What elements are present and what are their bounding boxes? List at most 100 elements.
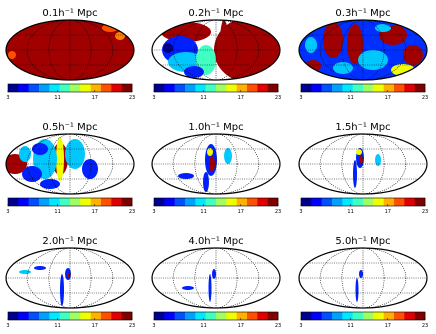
colorbar-tick-label: 17 <box>92 323 98 329</box>
colorbar-cell <box>321 198 333 206</box>
colorbar-cell <box>373 312 384 320</box>
panel-title: 1.0h⁻¹ Mpc <box>188 122 243 133</box>
colorbar-tick-label: 17 <box>385 95 391 101</box>
colorbar-tick-label: 23 <box>275 95 281 101</box>
colorbar-cell <box>267 198 279 206</box>
colorbar-cell <box>257 84 268 92</box>
colorbar-tick-label: 11 <box>54 323 60 329</box>
colorbar-tick-label: 3 <box>299 209 302 215</box>
colorbar-cell <box>321 84 333 92</box>
colorbar-cell <box>101 312 112 320</box>
colorbar-cell <box>373 198 384 206</box>
colorbar-tick-label: 11 <box>347 95 353 101</box>
map-region <box>403 45 423 65</box>
colorbar-cell <box>216 84 227 92</box>
colorbar-cell <box>28 312 40 320</box>
colorbar-cell <box>111 312 122 320</box>
colorbar-cell <box>185 84 196 92</box>
colorbar-tick-label: 17 <box>92 95 98 101</box>
map-outline <box>5 247 135 309</box>
map-region <box>22 166 42 182</box>
colorbar-cell <box>195 84 206 92</box>
colorbar-tick-label: 17 <box>238 323 244 329</box>
colorbar-cell <box>267 84 279 92</box>
colorbar-cell <box>111 198 122 206</box>
colorbar-cell <box>70 84 81 92</box>
map-region <box>163 43 173 53</box>
map-region <box>178 173 194 179</box>
colorbar-cell <box>195 198 206 206</box>
colorbar-cell <box>28 198 40 206</box>
map-region <box>67 273 71 277</box>
colorbar-cell <box>414 312 426 320</box>
map-region <box>359 156 363 164</box>
colorbar-cell <box>301 312 312 320</box>
colorbar-cell <box>49 198 60 206</box>
colorbar-cell <box>18 84 29 92</box>
colorbar-tick-label: 17 <box>385 209 391 215</box>
map-region <box>347 24 363 64</box>
colorbar-tick-label: 23 <box>129 323 135 329</box>
colorbar-cell <box>49 312 60 320</box>
panel: 5.0h⁻¹ Mpc 3 11 17 23 <box>298 236 428 329</box>
colorbar-cell <box>311 84 322 92</box>
colorbar-cell <box>216 312 227 320</box>
colorbar-cell <box>154 312 165 320</box>
panel-title: 4.0h⁻¹ Mpc <box>188 236 243 247</box>
map-region <box>305 37 317 53</box>
colorbar-cell <box>363 84 374 92</box>
panel: 2.0h⁻¹ Mpc 3 11 17 23 <box>5 236 135 329</box>
colorbar-cell <box>59 198 71 206</box>
map-region <box>196 45 216 75</box>
colorbar-cell <box>363 312 374 320</box>
colorbar-cell <box>342 312 353 320</box>
panel-title: 1.5h⁻¹ Mpc <box>335 122 390 133</box>
map-region <box>333 62 353 74</box>
colorbar-cell <box>257 312 268 320</box>
colorbar-cell <box>101 198 112 206</box>
colorbar-cell <box>236 84 248 92</box>
colorbar-cell <box>267 312 279 320</box>
panel-title: 0.3h⁻¹ Mpc <box>335 8 390 19</box>
map-region <box>184 66 204 78</box>
colorbar-cell <box>195 312 206 320</box>
colorbar-tick-label: 23 <box>129 209 135 215</box>
map-outline <box>298 19 428 81</box>
colorbar-cell <box>154 198 165 206</box>
colorbar-tick-label: 11 <box>54 209 60 215</box>
map-outline <box>151 133 281 195</box>
colorbar-cell <box>352 84 364 92</box>
map-outline <box>298 247 428 309</box>
colorbar-frame <box>300 83 426 93</box>
colorbar-cell <box>39 312 50 320</box>
map-region <box>207 148 213 156</box>
colorbar-cell <box>174 84 186 92</box>
colorbar-tick-label: 11 <box>200 323 206 329</box>
map-region <box>65 139 85 169</box>
map-region <box>115 32 125 40</box>
map-region <box>212 269 216 279</box>
colorbar-cell <box>226 312 237 320</box>
colorbar-cell <box>226 198 237 206</box>
colorbar-tick-label: 23 <box>129 95 135 101</box>
colorbar-cell <box>311 312 322 320</box>
colorbar-tick-label: 23 <box>422 209 428 215</box>
colorbar-cell <box>101 84 112 92</box>
map-region <box>203 172 209 192</box>
map-region <box>8 51 16 59</box>
colorbar-tick-label: 23 <box>275 323 281 329</box>
colorbar-cell <box>352 312 364 320</box>
map-region <box>359 270 363 278</box>
map-region <box>323 22 343 58</box>
colorbar-cell <box>332 84 343 92</box>
colorbar-cell <box>383 84 395 92</box>
colorbar-cell <box>363 198 374 206</box>
colorbar-cell <box>8 84 19 92</box>
map-region <box>305 60 321 72</box>
colorbar-tick-label: 3 <box>299 95 302 101</box>
colorbar-frame <box>7 83 133 93</box>
colorbar-cell <box>216 198 227 206</box>
colorbar-tick-label: 3 <box>6 209 9 215</box>
map-region <box>355 278 359 302</box>
map-region <box>82 159 98 179</box>
